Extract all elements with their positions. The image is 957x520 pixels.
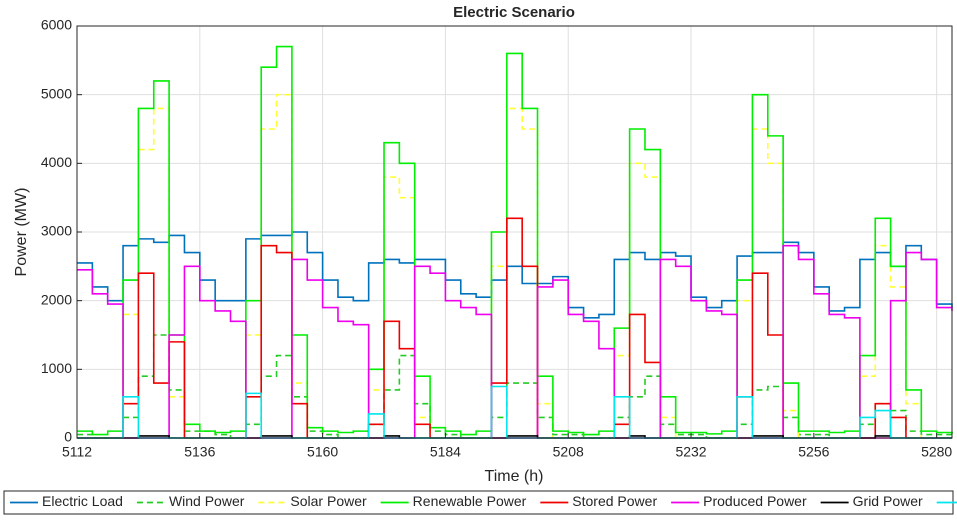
legend-label: Wind Power — [169, 493, 245, 509]
y-tick-label: 3000 — [41, 223, 72, 239]
legend-label: Electric Load — [42, 493, 123, 509]
y-tick-label: 2000 — [41, 291, 72, 307]
x-tick-label: 5160 — [307, 444, 338, 460]
series-line — [77, 45, 953, 436]
y-tick-label: 4000 — [41, 154, 72, 170]
legend-label: Solar Power — [290, 493, 367, 509]
y-tick-label: 5000 — [41, 85, 72, 101]
legend-label: Renewable Power — [413, 493, 527, 509]
y-tick-label: 6000 — [41, 17, 72, 33]
x-tick-label: 5184 — [430, 444, 461, 460]
legend-label: Stored Power — [572, 493, 657, 509]
y-tick-label: 0 — [64, 429, 72, 445]
legend-label: Grid Power — [853, 493, 923, 509]
x-tick-label: 5112 — [62, 444, 92, 460]
y-axis-label: Power (MW) — [13, 188, 30, 277]
x-tick-label: 5256 — [798, 444, 829, 460]
x-axis-label: Time (h) — [485, 468, 544, 485]
x-tick-label: 5136 — [184, 444, 215, 460]
chart-title: Electric Scenario — [453, 4, 575, 21]
x-tick-label: 5208 — [553, 444, 584, 460]
legend-label: Produced Power — [703, 493, 807, 509]
x-tick-label: 5232 — [675, 444, 706, 460]
y-tick-label: 1000 — [41, 360, 72, 376]
x-tick-label: 5280 — [921, 444, 952, 460]
series-line — [77, 334, 952, 439]
